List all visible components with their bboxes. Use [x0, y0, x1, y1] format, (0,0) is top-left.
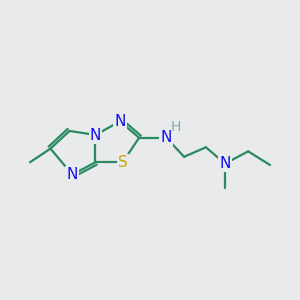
Text: N: N: [161, 130, 172, 145]
Text: N: N: [114, 114, 126, 129]
Text: N: N: [67, 167, 78, 182]
Text: H: H: [171, 120, 181, 134]
Text: N: N: [90, 128, 101, 142]
Text: S: S: [118, 155, 128, 170]
Text: N: N: [219, 156, 231, 171]
